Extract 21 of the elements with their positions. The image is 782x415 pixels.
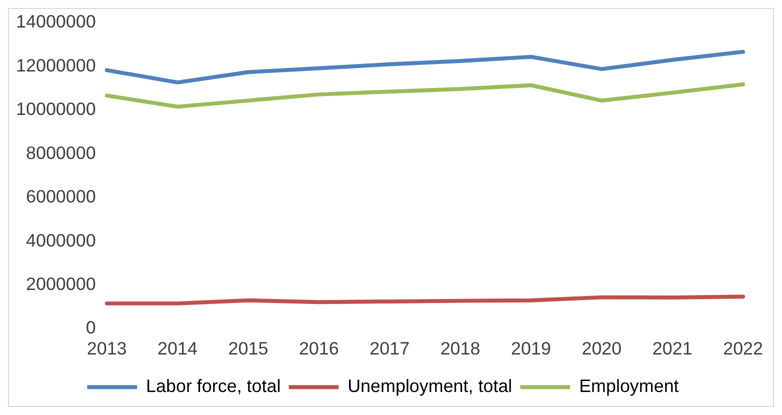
y-tick-label: 10000000 (16, 99, 96, 120)
x-tick-label: 2018 (440, 338, 480, 358)
y-tick-label: 8000000 (26, 142, 96, 163)
x-tick-label: 2016 (298, 338, 339, 358)
y-tick-label: 12000000 (16, 55, 96, 76)
legend-label: Employment (579, 376, 679, 396)
legend-label: Labor force, total (146, 376, 281, 396)
x-tick-label: 2022 (723, 338, 764, 358)
x-tick-label: 2019 (511, 338, 551, 358)
x-tick-label: 2017 (370, 338, 410, 358)
x-tick-label: 2021 (652, 338, 692, 358)
x-tick-label: 2014 (158, 338, 198, 358)
x-tick-label: 2013 (86, 338, 127, 358)
y-tick-label: 6000000 (26, 186, 96, 207)
x-tick-label: 2015 (228, 338, 268, 358)
legend-label: Unemployment, total (348, 376, 512, 396)
x-tick-label: 2020 (582, 338, 622, 358)
y-tick-label: 0 (86, 318, 96, 338)
y-tick-label: 4000000 (26, 230, 96, 250)
y-tick-label: 14000000 (16, 12, 96, 32)
y-tick-label: 2000000 (26, 274, 96, 294)
